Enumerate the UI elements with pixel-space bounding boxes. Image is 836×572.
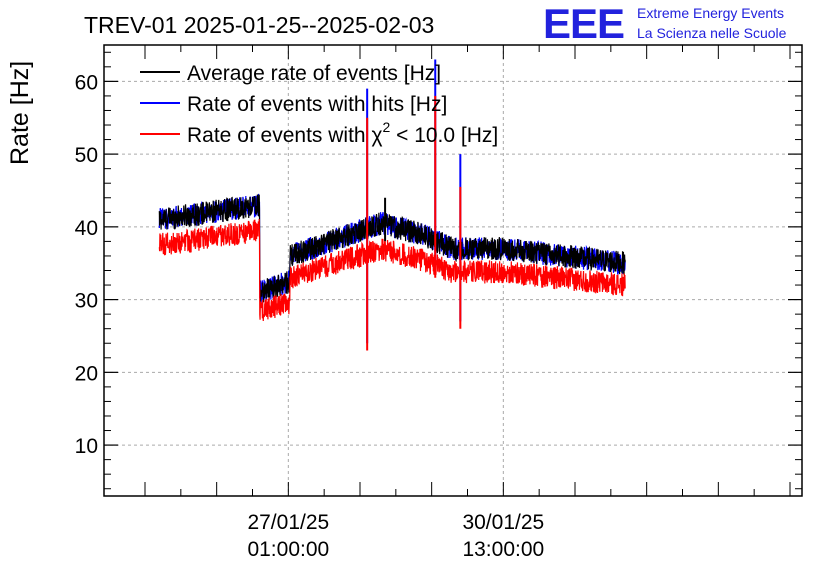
- y-tick-label: 20: [75, 362, 98, 385]
- legend-label-chi2: Rate of events with χ2 < 10.0 [Hz]: [187, 119, 498, 147]
- legend-chi2-prefix: Rate of events with: [187, 124, 371, 147]
- axis-ticks: [104, 45, 802, 496]
- eee-logo: EEE Extreme Energy Events La Scienza nel…: [543, 0, 787, 47]
- y-tick-label: 40: [75, 217, 98, 240]
- chart-title: TREV-01 2025-01-25--2025-02-03: [84, 12, 434, 38]
- x-tick-date: 30/01/25: [462, 511, 544, 534]
- series-2: [158, 95, 626, 351]
- legend-label-average: Average rate of events [Hz]: [187, 62, 441, 85]
- y-tick-labels: 10 20 30 40 50 60: [75, 71, 98, 458]
- legend: Average rate of events [Hz] Rate of even…: [140, 62, 498, 147]
- series-0: [158, 194, 626, 304]
- x-tick-labels: 27/01/25 01:00:00 30/01/25 13:00:00: [247, 511, 544, 561]
- legend-chi2-sup: 2: [382, 119, 390, 135]
- y-tick-label: 60: [75, 71, 98, 94]
- series-line: [158, 194, 626, 304]
- legend-chi2-chi: χ: [371, 124, 382, 147]
- series-line: [158, 219, 626, 322]
- y-tick-label: 30: [75, 290, 98, 313]
- y-tick-label: 10: [75, 435, 98, 458]
- logo-line2: La Scienza nelle Scuole: [637, 25, 787, 41]
- legend-chi2-suffix: < 10.0 [Hz]: [390, 124, 498, 147]
- logo-letters: EEE: [543, 0, 624, 47]
- logo-line1: Extreme Energy Events: [637, 5, 784, 21]
- y-axis-label: Rate [Hz]: [6, 61, 34, 165]
- x-tick-time: 01:00:00: [247, 538, 329, 561]
- series-layer: [158, 59, 626, 351]
- y-tick-label: 50: [75, 144, 98, 167]
- x-tick-time: 13:00:00: [462, 538, 544, 561]
- legend-label-hits: Rate of events with hits [Hz]: [187, 93, 447, 116]
- x-tick-date: 27/01/25: [247, 511, 329, 534]
